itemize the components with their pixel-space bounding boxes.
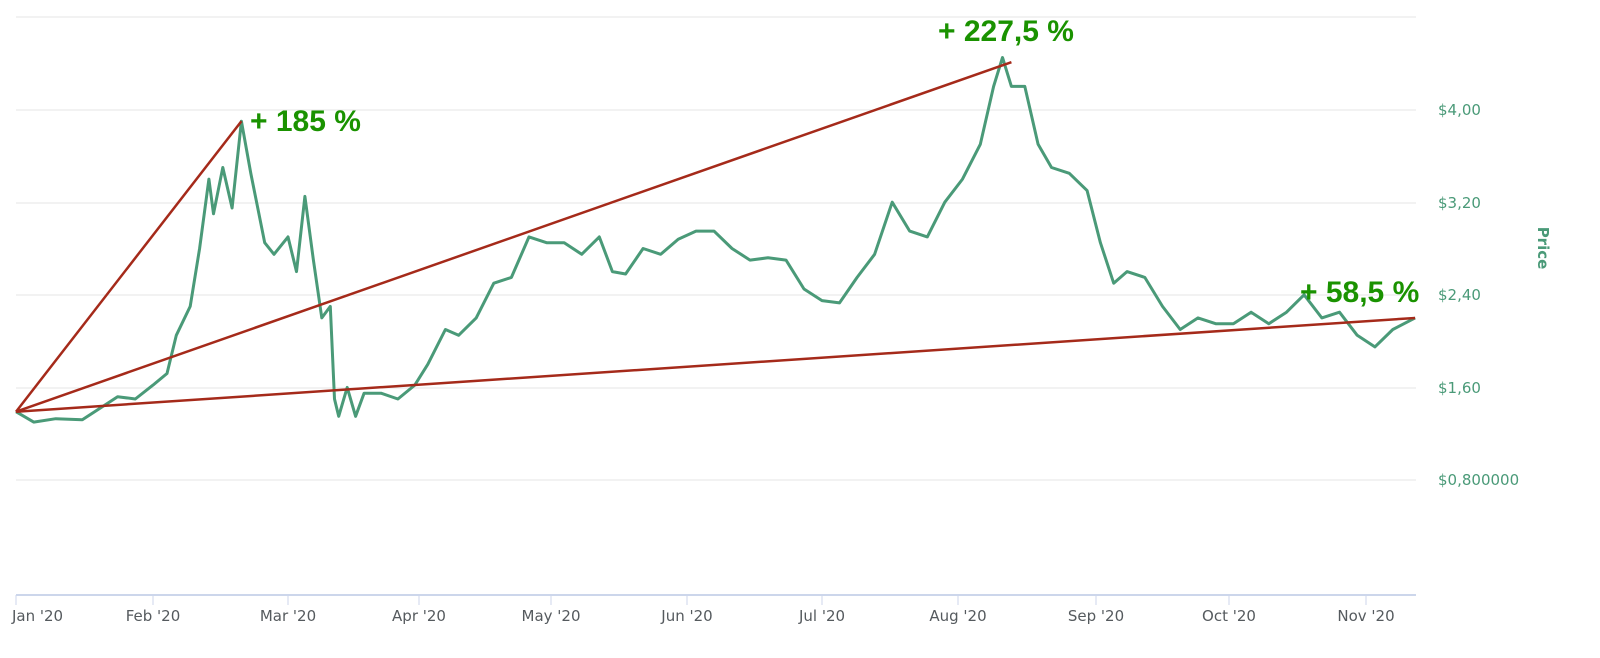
x-tick-label: Sep '20 bbox=[1068, 607, 1124, 625]
y-axis: $4,00 $3,20 $2,40 $1,60 $0,800000 Price bbox=[1438, 101, 1552, 489]
x-tick-label: Nov '20 bbox=[1337, 607, 1394, 625]
x-axis: Jan '20 Feb '20 Mar '20 Apr '20 May '20 Jun '… bbox=[11, 594, 1416, 625]
x-tick-label: Feb '20 bbox=[126, 607, 181, 625]
y-tick-label: $0,800000 bbox=[1438, 471, 1519, 489]
trend-line bbox=[15, 120, 243, 413]
x-tick-label: Mar '20 bbox=[260, 607, 316, 625]
trend-lines bbox=[15, 60, 1416, 413]
annotation-185-percent: + 185 % bbox=[250, 105, 361, 138]
annotation-227-percent: + 227,5 % bbox=[938, 15, 1074, 48]
annotation-58-percent: + 58,5 % bbox=[1300, 276, 1419, 309]
x-tick-label: May '20 bbox=[522, 607, 581, 625]
trend-line bbox=[15, 60, 1012, 413]
x-tick-label: Oct '20 bbox=[1202, 607, 1256, 625]
gridlines bbox=[16, 16, 1416, 481]
x-tick-label: Jan '20 bbox=[11, 607, 63, 625]
trend-line bbox=[15, 316, 1416, 413]
y-tick-label: $4,00 bbox=[1438, 101, 1481, 119]
x-tick-label: Apr '20 bbox=[392, 607, 446, 625]
y-tick-label: $1,60 bbox=[1438, 379, 1481, 397]
x-tick-label: Aug '20 bbox=[929, 607, 986, 625]
price-series-line[interactable] bbox=[15, 56, 1416, 424]
y-tick-label: $2,40 bbox=[1438, 286, 1481, 304]
x-tick-label: Jul '20 bbox=[798, 607, 845, 625]
y-tick-label: $3,20 bbox=[1438, 194, 1481, 212]
y-axis-title: Price bbox=[1534, 227, 1552, 270]
x-tick-label: Jun '20 bbox=[660, 607, 712, 625]
